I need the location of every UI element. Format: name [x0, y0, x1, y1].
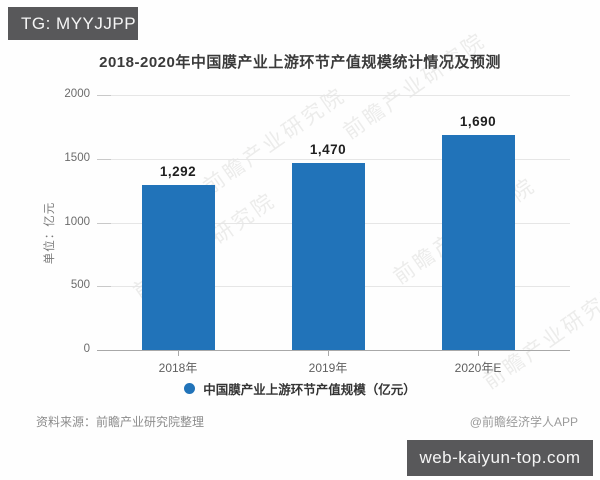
legend-label: 中国膜产业上游环节产值规模（亿元） [203, 383, 416, 397]
y-tick-mark [97, 286, 111, 288]
bar-2019年 [291, 162, 365, 350]
tg-watermark-badge: TG: MYYJJPP [8, 7, 138, 40]
bar-2020年E [441, 134, 515, 350]
chart-title: 2018-2020年中国膜产业上游环节产值规模统计情况及预测 [99, 54, 501, 71]
bar-value-label: 1,292 [159, 164, 197, 180]
site-watermark-badge: web-kaiyun-top.com [407, 440, 593, 476]
x-tick-mark [178, 351, 179, 356]
bar-2018年 [141, 185, 215, 350]
x-axis-line [97, 350, 570, 351]
x-tick-mark [478, 351, 479, 356]
y-tick-label: 1500 [64, 151, 90, 164]
x-tick-label: 2019年 [308, 361, 348, 375]
y-tick-mark [97, 222, 111, 224]
y-tick-mark [97, 158, 111, 160]
legend-marker-icon [184, 383, 196, 394]
y-tick-label: 2000 [64, 88, 90, 100]
bar-value-label: 1,470 [309, 141, 347, 157]
gridline [97, 95, 570, 96]
source-note: 资料来源：前瞻产业研究院整理 [36, 415, 205, 429]
legend: 中国膜产业上游环节产值规模（亿元） [0, 379, 600, 398]
y-axis-unit-label: 单位：亿元 [44, 201, 56, 265]
y-tick-label: 0 [83, 343, 90, 355]
x-tick-label: 2018年 [158, 361, 198, 375]
x-tick-label: 2020年E [454, 361, 502, 375]
y-tick-label: 1000 [64, 215, 90, 228]
x-tick-mark [328, 351, 329, 356]
y-tick-mark [97, 95, 111, 96]
bar-value-label: 1,690 [459, 113, 497, 129]
credit-note: @前瞻经济学人APP [469, 415, 578, 429]
gridline [97, 158, 570, 160]
y-tick-label: 500 [70, 279, 90, 292]
